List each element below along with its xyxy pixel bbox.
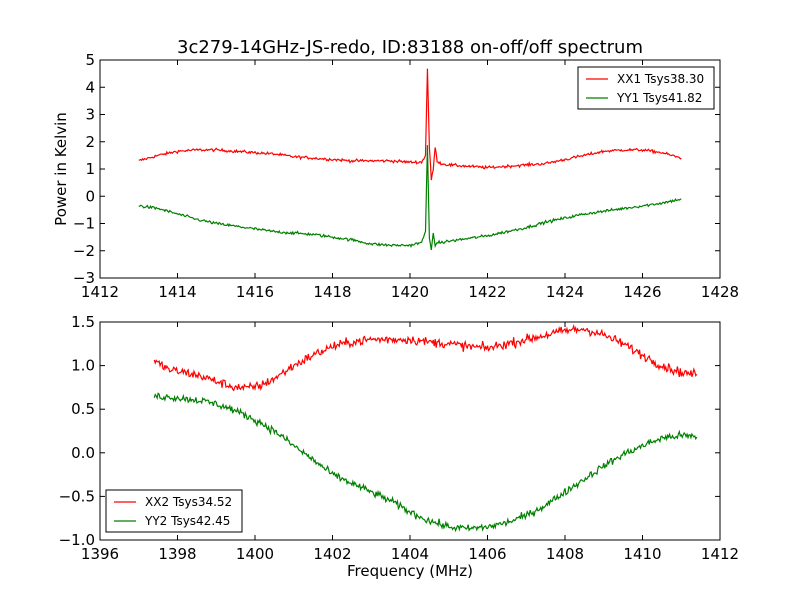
legend-label-1-0: XX2 Tsys34.52 <box>145 495 232 509</box>
x-tick-label-0-3: 1418 <box>313 283 351 301</box>
x-tick-label-0-7: 1426 <box>623 283 661 301</box>
y-tick-label-0-7: 4 <box>85 78 95 96</box>
x-tick-label-0-4: 1420 <box>391 283 429 301</box>
y-tick-label-0-8: 5 <box>85 51 95 69</box>
bottom-panel: 1396 1398 1400 1402 1404 1406 1408 1410 1412 −1.0… <box>59 313 740 580</box>
x-axis-label-1: Frequency (MHz) <box>347 562 473 580</box>
x-tick-label-1-5: 1406 <box>468 545 506 563</box>
x-tick-label-0-0: 1412 <box>81 283 119 301</box>
y-tick-label-0-2: −1 <box>73 215 95 233</box>
x-tick-label-0-1: 1414 <box>158 283 196 301</box>
x-tick-label-1-0: 1396 <box>81 545 119 563</box>
figure-title: 3c279-14GHz-JS-redo, ID:83188 on-off/off… <box>177 37 643 58</box>
y-tick-label-0-5: 2 <box>85 133 95 151</box>
top-panel: 1412 1414 1416 1418 1420 1422 1424 1426 1428−3−2… <box>52 51 739 301</box>
x-tick-label-0-2: 1416 <box>236 283 274 301</box>
y-axis-label-0: Power in Kelvin <box>52 112 70 226</box>
x-tick-label-1-6: 1408 <box>546 545 584 563</box>
legend-box-0 <box>577 66 715 110</box>
x-tick-label-1-3: 1402 <box>313 545 351 563</box>
y-tick-label-0-1: −2 <box>73 242 95 260</box>
y-tick-label-1-1: −0.5 <box>59 487 95 505</box>
y-tick-label-1-2: 0.0 <box>71 444 95 462</box>
x-tick-label-1-1: 1398 <box>158 545 196 563</box>
y-tick-label-1-0: −1.0 <box>59 531 95 549</box>
x-tick-label-0-6: 1424 <box>546 283 584 301</box>
y-tick-label-1-4: 1.0 <box>71 357 95 375</box>
y-tick-label-1-3: 0.5 <box>71 400 95 418</box>
legend-0: XX1 Tsys38.30 YY1 Tsys41.82 <box>577 66 715 110</box>
y-tick-label-0-4: 1 <box>85 160 95 178</box>
x-tick-label-0-5: 1422 <box>468 283 506 301</box>
series-line-1-0 <box>153 323 698 392</box>
x-tick-label-1-7: 1410 <box>623 545 661 563</box>
y-tick-label-1-5: 1.5 <box>71 313 95 331</box>
y-tick-label-0-3: 0 <box>85 187 95 205</box>
x-tick-label-1-4: 1404 <box>391 545 429 563</box>
series-line-1-1 <box>153 392 698 533</box>
legend-box-1 <box>105 489 243 533</box>
legend-label-0-1: YY1 Tsys41.82 <box>616 91 702 105</box>
legend-1: XX2 Tsys34.52 YY2 Tsys42.45 <box>105 489 243 533</box>
legend-label-1-1: YY2 Tsys42.45 <box>144 514 230 528</box>
y-tick-label-0-6: 3 <box>85 106 95 124</box>
series-line-0-1 <box>138 145 682 251</box>
x-tick-label-1-8: 1412 <box>701 545 739 563</box>
legend-label-0-0: XX1 Tsys38.30 <box>617 72 704 86</box>
x-tick-label-1-2: 1400 <box>236 545 274 563</box>
x-tick-label-0-8: 1428 <box>701 283 739 301</box>
series-line-0-0 <box>138 68 682 181</box>
y-tick-label-0-0: −3 <box>73 269 95 287</box>
